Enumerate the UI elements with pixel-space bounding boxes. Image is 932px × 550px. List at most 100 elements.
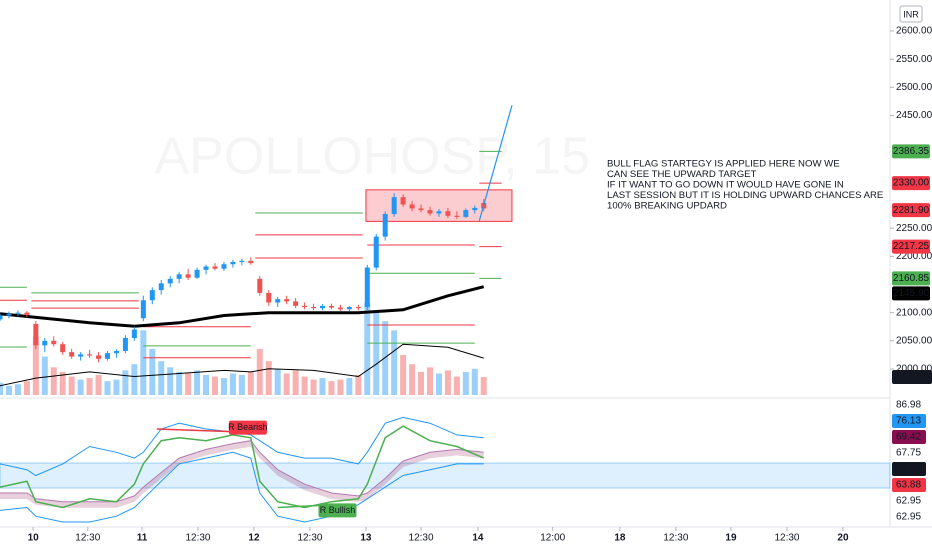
volume-bar — [140, 330, 147, 395]
price-badge — [892, 176, 930, 191]
volume-bar — [471, 368, 478, 395]
osc-smooth — [0, 440, 484, 503]
candle-body — [24, 312, 30, 315]
volume-bar — [364, 302, 371, 395]
volume-bar — [453, 376, 460, 395]
volume-bar — [32, 336, 39, 395]
candle-body — [239, 260, 245, 262]
osc-lower-band — [0, 451, 484, 523]
annotation-line: 100% BREAKING UPDARD — [607, 201, 727, 212]
candle-body — [104, 353, 110, 359]
price-badge-label: 2160.85 — [893, 273, 930, 284]
volume-bar — [256, 348, 263, 395]
candle-body — [284, 299, 290, 302]
price-badge-label: 2386.35 — [893, 146, 930, 157]
x-tick-label: 14 — [472, 533, 484, 544]
candle-body — [373, 236, 379, 268]
candle-body — [418, 208, 424, 211]
volume-bar — [149, 348, 156, 395]
candle-body — [176, 274, 182, 279]
volume-bar — [50, 367, 57, 395]
trendline — [478, 105, 513, 221]
x-tick-label: 12:30 — [409, 533, 434, 544]
volume-bar — [0, 382, 3, 395]
volume-bar — [113, 379, 120, 395]
candle-body — [436, 211, 442, 214]
osc-axis-label: 66.07 — [896, 464, 921, 475]
volume-bar — [194, 370, 201, 395]
candle-body — [346, 307, 352, 310]
candle-body — [96, 355, 102, 359]
candle-body — [78, 354, 84, 357]
candle-body — [203, 266, 209, 270]
osc-badge — [892, 414, 926, 428]
volume-bar — [220, 378, 227, 395]
volume-bar — [59, 371, 66, 395]
volume-badge — [892, 370, 932, 385]
candle-body — [472, 207, 478, 211]
candle-body — [194, 269, 200, 278]
candle-body — [15, 312, 21, 314]
volume-bar — [435, 373, 442, 395]
x-tick-label: 11 — [137, 533, 148, 544]
moving-average — [0, 285, 485, 328]
volume-bar — [409, 364, 416, 395]
candle-body — [445, 211, 451, 216]
volume-bar — [265, 361, 272, 395]
currency[interactable]: INR — [903, 9, 919, 19]
osc-axis-label: 63.88 — [896, 480, 921, 491]
price-badge — [892, 144, 930, 159]
candle-body — [167, 278, 173, 284]
divergence-line — [156, 428, 242, 433]
candle-body — [275, 299, 281, 303]
osc-axis-label: 62.95 — [896, 512, 921, 523]
x-tick-label: 20 — [837, 533, 849, 544]
candle-body — [337, 307, 343, 310]
candle-body — [113, 350, 119, 354]
signal-label: R Bullish — [320, 505, 356, 515]
osc-rsi — [0, 425, 484, 509]
price-badge-label: 2145.90 — [893, 288, 930, 299]
candle-body — [463, 210, 469, 217]
candle-body — [0, 315, 3, 320]
candle-body — [319, 305, 325, 309]
price-badge-label: 2330.00 — [893, 178, 930, 189]
candle-body — [409, 204, 415, 209]
candle-body — [140, 300, 146, 319]
signal-badge — [228, 420, 267, 435]
volume-bar — [167, 367, 174, 395]
volume-bar — [346, 378, 353, 395]
candle-body — [69, 352, 75, 357]
x-tick-label: 12:00 — [540, 533, 565, 544]
volume-bar — [229, 373, 236, 395]
osc-axis-label: 62.95 — [896, 496, 921, 507]
candle-body — [302, 305, 308, 308]
x-tick-label: 10 — [28, 533, 40, 544]
y-tick-label: 2200.00 — [896, 251, 932, 262]
candle-body — [266, 292, 272, 303]
y-tick-label: 2550.00 — [896, 54, 932, 65]
volume-bar — [122, 370, 129, 395]
candle-body — [42, 340, 48, 346]
price-badge — [892, 271, 930, 286]
volume-bar — [480, 377, 487, 395]
currency-box[interactable] — [899, 5, 923, 23]
volume-bar — [310, 379, 317, 395]
y-tick-label: 2250.00 — [896, 223, 932, 234]
x-tick-label: 12:30 — [185, 533, 210, 544]
volume-badge-label: 116.725K — [891, 372, 932, 383]
price-badge-label: 2281.90 — [893, 205, 930, 216]
candle-body — [311, 307, 317, 309]
volume-bar — [462, 371, 469, 395]
volume-bar — [104, 381, 111, 395]
x-tick-label: 13 — [360, 533, 372, 544]
candle-body — [6, 313, 12, 316]
x-tick-label: 12:30 — [774, 533, 799, 544]
signal-label: R Bearish — [228, 422, 268, 432]
candle-body — [257, 278, 263, 293]
osc-badge — [892, 478, 926, 492]
volume-bar — [301, 376, 308, 395]
price-badge — [892, 286, 930, 301]
